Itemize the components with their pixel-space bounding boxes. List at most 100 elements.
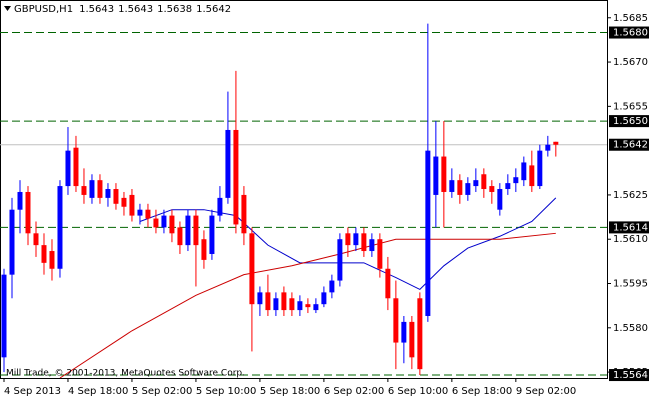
candle-body	[281, 292, 287, 311]
price-label-box	[609, 369, 649, 382]
candle-body	[497, 189, 503, 210]
candle-body	[273, 298, 279, 311]
candle-body	[17, 191, 23, 210]
candle-body	[353, 233, 359, 246]
candle-body	[553, 141, 559, 145]
price-label: 1.5564	[613, 370, 648, 381]
candle-body	[105, 189, 111, 198]
candle-body	[33, 233, 39, 246]
candle-body	[185, 215, 191, 246]
candle-body	[201, 239, 207, 260]
candle-body	[41, 245, 47, 263]
price-label: 1.5650	[613, 116, 648, 127]
candle-body	[249, 233, 255, 305]
x-tick-label: 5 Sep 18:00	[260, 386, 320, 397]
candle-body	[49, 251, 55, 269]
candle-body	[73, 147, 79, 187]
price-label-box	[609, 138, 649, 151]
candle-body	[361, 233, 367, 252]
price-label-box	[609, 26, 649, 39]
y-tick-label: 1.5625	[613, 190, 648, 201]
copyright: Mill Trade, © 2001-2013, MetaQuotes Soft…	[6, 369, 245, 379]
candle-body	[97, 180, 103, 198]
candle-body	[545, 144, 551, 151]
candle-body	[241, 194, 247, 234]
candle-body	[449, 180, 455, 192]
candle-body	[425, 150, 431, 316]
candle-body	[89, 180, 95, 198]
candle-body	[289, 298, 295, 311]
candle-body	[177, 227, 183, 246]
candle-body	[65, 150, 71, 187]
candle-body	[489, 186, 495, 192]
candle-body	[321, 292, 327, 305]
candle-body	[369, 239, 375, 252]
candle-body	[145, 209, 151, 219]
candle-body	[505, 183, 511, 190]
price-label-box	[609, 115, 649, 128]
x-tick-label: 9 Sep 02:00	[516, 386, 576, 397]
candle-body	[457, 180, 463, 195]
candle-body	[473, 180, 479, 187]
candle-body	[113, 189, 119, 204]
y-tick-label: 1.5655	[613, 101, 648, 112]
x-tick-label: 6 Sep 10:00	[388, 386, 448, 397]
candle-body	[153, 218, 159, 228]
moving-average	[59, 232, 556, 379]
candle-body	[529, 165, 535, 187]
y-tick-label: 1.5595	[613, 279, 648, 290]
candle-body	[225, 129, 231, 198]
candle-body	[481, 174, 487, 190]
y-tick-label: 1.5670	[613, 57, 648, 68]
y-tick-label: 1.5580	[613, 323, 648, 334]
x-tick-label: 5 Sep 10:00	[196, 386, 256, 397]
price-label-box	[609, 221, 649, 234]
candle-body	[513, 177, 519, 184]
candle-body	[161, 215, 167, 228]
candle-body	[433, 156, 439, 195]
candle-body	[401, 321, 407, 343]
candle-body	[345, 233, 351, 246]
candle-body	[1, 274, 7, 358]
price-label: 1.5642	[613, 140, 648, 151]
candle-body	[441, 156, 447, 192]
moving-average	[139, 197, 557, 291]
candle-body	[209, 215, 215, 254]
y-tick-label: 1.5610	[613, 234, 648, 245]
candle-body	[465, 183, 471, 195]
candle-body	[313, 304, 319, 311]
x-tick-label: 6 Sep 18:00	[452, 386, 512, 397]
candle-body	[265, 292, 271, 311]
candle-body	[9, 209, 15, 275]
menu-triangle	[4, 6, 11, 11]
candle-body	[409, 321, 415, 358]
y-tick-label: 1.5685	[613, 13, 648, 24]
candle-body	[257, 292, 263, 305]
x-tick-label: 6 Sep 02:00	[324, 386, 384, 397]
header-symbol: GBPUSD,H1	[14, 4, 73, 15]
header-price: 1.5638	[157, 4, 192, 15]
candle-body	[137, 209, 143, 216]
header-price: 1.5643	[79, 4, 114, 15]
candle-body	[57, 186, 63, 269]
candle-body	[377, 239, 383, 269]
candle-body	[537, 150, 543, 187]
candle-body	[25, 191, 31, 234]
candle-body	[329, 280, 335, 293]
x-tick-label: 5 Sep 02:00	[132, 386, 192, 397]
x-tick-label: 4 Sep 18:00	[68, 386, 128, 397]
header-price: 1.5643	[118, 4, 153, 15]
header-price: 1.5642	[196, 4, 231, 15]
candle-body	[81, 186, 87, 195]
candle-body	[393, 298, 399, 343]
candle-body	[297, 301, 303, 311]
candle-body	[385, 268, 391, 299]
price-label: 1.5614	[613, 222, 648, 233]
candle-body	[121, 197, 127, 207]
price-label: 1.5680	[613, 28, 648, 39]
candle-body	[233, 129, 239, 225]
candle-body	[305, 304, 311, 308]
candle-body	[417, 298, 423, 370]
candle-body	[169, 215, 175, 234]
